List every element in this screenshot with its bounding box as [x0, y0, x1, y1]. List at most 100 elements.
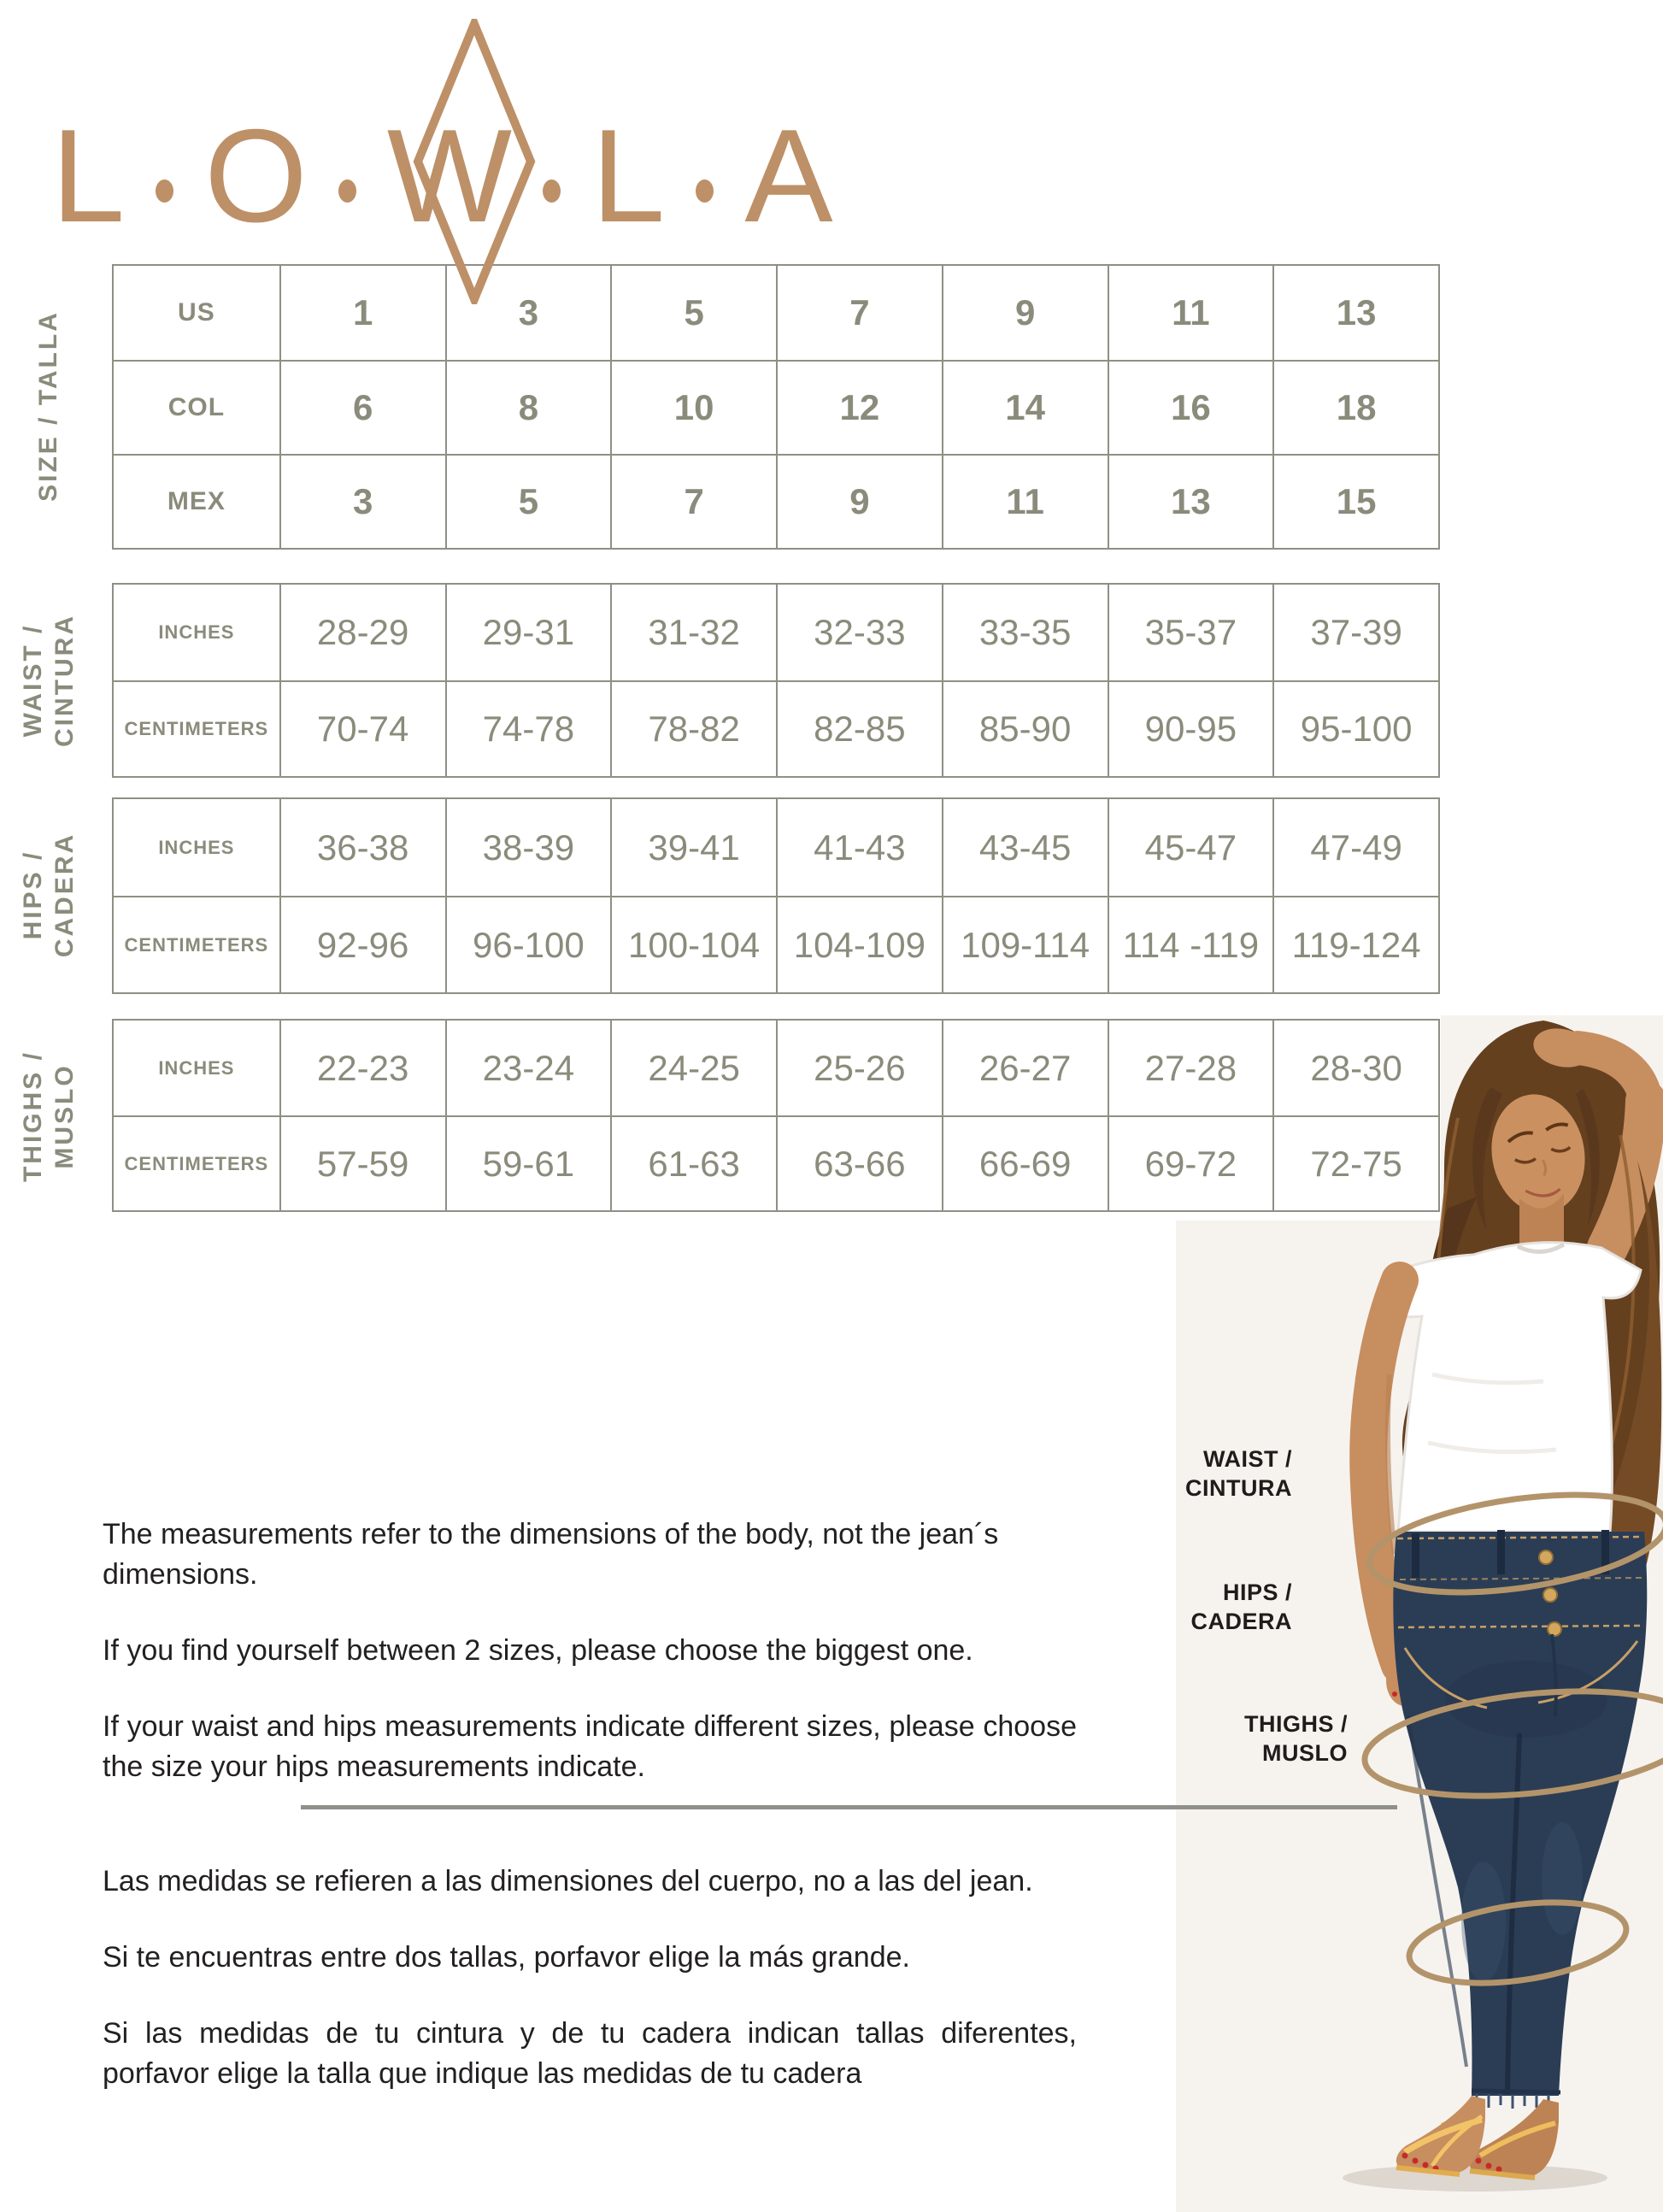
measure-cell: 90-95	[1107, 680, 1273, 776]
size-cell: 15	[1272, 454, 1438, 548]
side-label-text: SIZE / TALLA	[34, 310, 62, 502]
figure-label-text: HIPS /	[1222, 1580, 1292, 1605]
thighs-table: INCHES 22-23 23-24 24-25 25-26 26-27 27-…	[112, 1019, 1440, 1212]
measure-cell: 61-63	[610, 1115, 776, 1210]
measure-cell: 66-69	[941, 1115, 1108, 1210]
hair-highlight	[1606, 1134, 1636, 1461]
size-cell: 11	[1107, 266, 1273, 360]
measure-cell: 72-75	[1272, 1115, 1438, 1210]
measure-cell: 36-38	[279, 799, 445, 896]
measure-cell: 104-109	[776, 896, 942, 992]
logo-letter: L	[591, 102, 666, 250]
size-cell: 9	[776, 454, 942, 548]
side-label-text: THIGHS /	[19, 1050, 47, 1183]
measure-cell: 78-82	[610, 680, 776, 776]
logo-letter: O	[204, 102, 308, 250]
measure-cell: 27-28	[1107, 1021, 1273, 1115]
size-cell: 13	[1272, 266, 1438, 360]
logo-letter: A	[744, 102, 833, 250]
size-cell: 9	[941, 266, 1108, 360]
size-cell: 12	[776, 360, 942, 454]
figure-label-text: WAIST /	[1203, 1446, 1292, 1472]
model-hair-front	[1576, 1089, 1600, 1226]
jeans-button	[1543, 1587, 1558, 1603]
hips-table: INCHES 36-38 38-39 39-41 41-43 43-45 45-…	[112, 797, 1440, 994]
jeans-button	[1547, 1621, 1562, 1637]
measure-cell: 43-45	[941, 799, 1108, 896]
figure-label-hips: HIPS / CADERA	[1104, 1578, 1292, 1636]
logo-dot-icon	[156, 179, 174, 203]
measure-cell: 24-25	[610, 1021, 776, 1115]
jeans-button	[1538, 1550, 1554, 1565]
measure-cell: 92-96	[279, 896, 445, 992]
measure-cell: 59-61	[444, 1115, 611, 1210]
size-cell: 7	[610, 454, 776, 548]
size-cell: 18	[1272, 360, 1438, 454]
note-text: If your waist and hips measurements indi…	[103, 1710, 1077, 1783]
size-cell: 11	[941, 454, 1108, 548]
size-table: US 1 3 5 7 9 11 13 COL 6 8 10 12 14 16 1…	[112, 264, 1440, 550]
size-cell: 3	[279, 454, 445, 548]
model-hair-front	[1472, 1087, 1502, 1231]
measure-cell: 38-39	[444, 799, 611, 896]
measure-cell: 32-33	[776, 585, 942, 680]
measure-cell: 96-100	[444, 896, 611, 992]
measure-cell: 29-31	[444, 585, 611, 680]
measure-cell: 47-49	[1272, 799, 1438, 896]
row-label: INCHES	[158, 836, 235, 858]
row-label: INCHES	[158, 621, 235, 643]
logo-dot-icon	[338, 179, 356, 203]
measure-cell: 70-74	[279, 680, 445, 776]
note-text: Si las medidas de tu cintura y de tu cad…	[103, 2017, 1077, 2090]
side-label-waist: WAIST / CINTURA	[17, 583, 82, 778]
measure-cell: 109-114	[941, 896, 1108, 992]
model-photo	[1176, 1015, 1663, 2212]
model-tshirt	[1378, 1241, 1642, 1533]
figure-label-text: THIGHS /	[1243, 1711, 1348, 1737]
measure-cell: 74-78	[444, 680, 611, 776]
figure-label-text: CADERA	[1190, 1609, 1292, 1634]
size-cell: 8	[444, 360, 611, 454]
section-divider	[301, 1805, 1397, 1809]
model-raised-arm	[1533, 1028, 1663, 1268]
notes-spanish: Las medidas se refieren a las dimensione…	[103, 1862, 1077, 2130]
waist-table: INCHES 28-29 29-31 31-32 32-33 33-35 35-…	[112, 583, 1440, 778]
measure-cell: 26-27	[941, 1021, 1108, 1115]
note-text: Si te encuentras entre dos tallas, porfa…	[103, 1941, 910, 1974]
measure-cell: 33-35	[941, 585, 1108, 680]
note-text: If you find yourself between 2 sizes, pl…	[103, 1634, 973, 1667]
row-label: CENTIMETERS	[114, 680, 279, 776]
measure-cell: 85-90	[941, 680, 1108, 776]
logo-dot-icon	[696, 179, 714, 203]
figure-label-text: CINTURA	[1185, 1475, 1292, 1501]
hips-ring-icon	[1361, 1688, 1663, 1799]
measure-cell: 63-66	[776, 1115, 942, 1210]
figure-label-text: MUSLO	[1262, 1740, 1348, 1766]
measure-cell: 69-72	[1107, 1115, 1273, 1210]
brand-logo: L O W L A	[51, 109, 833, 242]
size-cell: 6	[279, 360, 445, 454]
waist-ring-icon	[1366, 1491, 1663, 1596]
notes-english: The measurements refer to the dimensions…	[103, 1515, 1077, 1823]
size-cell: 1	[279, 266, 445, 360]
side-label-text: CADERA	[50, 832, 79, 958]
thighs-ring-icon	[1406, 1899, 1630, 1986]
logo-dot-icon	[543, 179, 561, 203]
measure-cell: 39-41	[610, 799, 776, 896]
measurement-rings	[1361, 1491, 1663, 1986]
size-cell: 14	[941, 360, 1108, 454]
measure-cell: 28-29	[279, 585, 445, 680]
figure-label-thighs: THIGHS / MUSLO	[1160, 1709, 1348, 1768]
row-label: COL	[114, 360, 279, 454]
model-sandals	[1396, 2096, 1559, 2180]
side-label-thighs: THIGHS / MUSLO	[17, 1019, 82, 1214]
logo-diamond-icon	[413, 19, 536, 304]
measure-cell: 45-47	[1107, 799, 1273, 896]
measure-cell: 100-104	[610, 896, 776, 992]
row-label: US	[178, 298, 215, 327]
model-neck	[1519, 1193, 1564, 1254]
size-cell: 16	[1107, 360, 1273, 454]
size-cell: 5	[444, 454, 611, 548]
measure-cell: 35-37	[1107, 585, 1273, 680]
measure-cell: 95-100	[1272, 680, 1438, 776]
